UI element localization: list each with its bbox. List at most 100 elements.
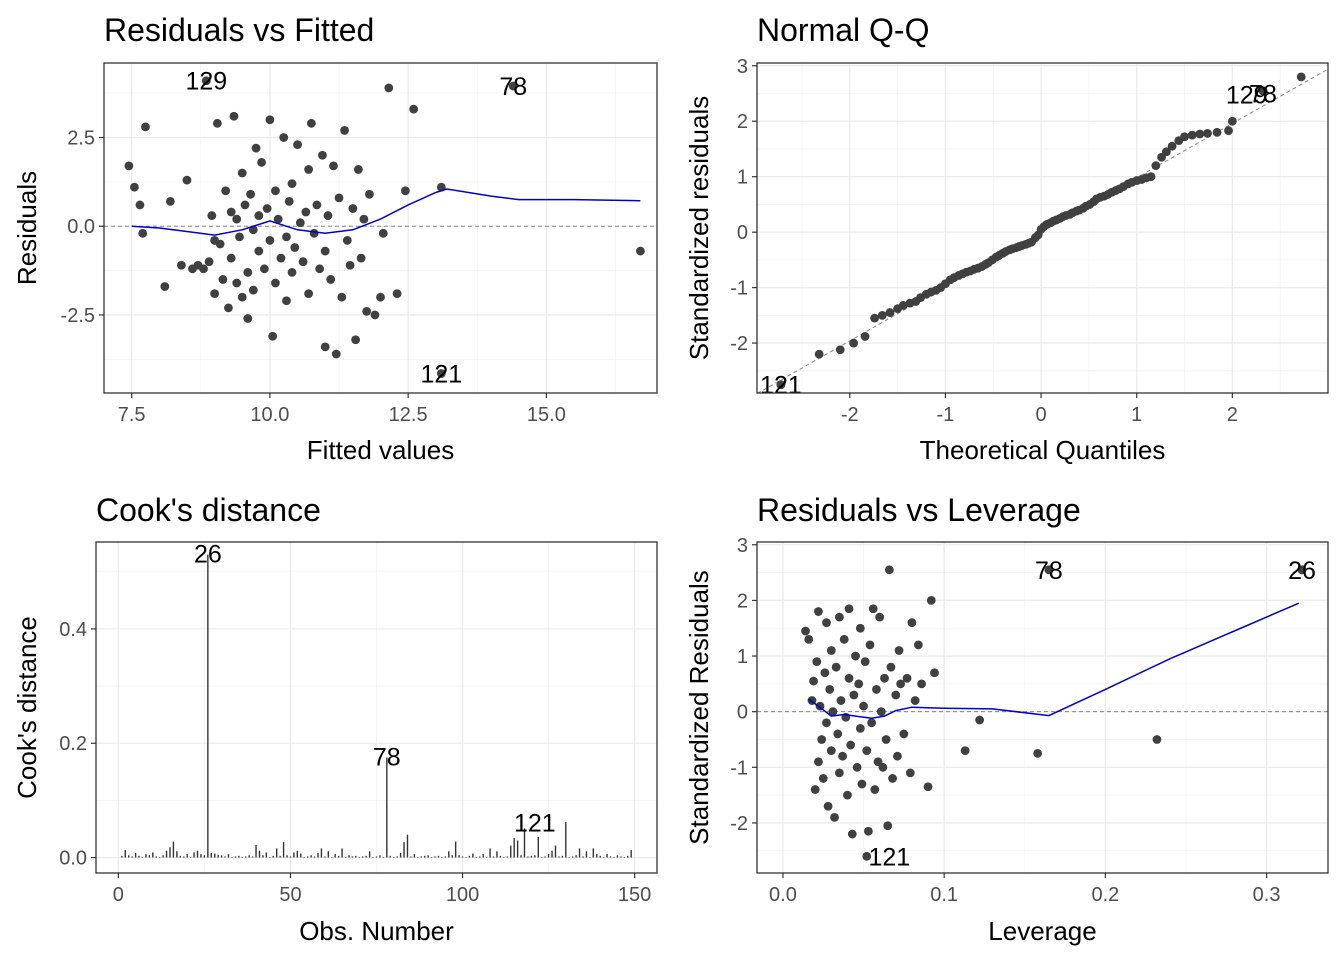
x-tick-label: -1	[937, 404, 955, 426]
data-point	[359, 214, 369, 224]
data-point	[844, 604, 854, 614]
point-label: 78	[1035, 557, 1063, 585]
data-point	[881, 735, 891, 744]
data-point	[809, 676, 818, 686]
smooth-trend-line	[808, 602, 1300, 720]
data-point	[165, 196, 175, 206]
data-point	[212, 118, 222, 128]
data-point	[199, 264, 208, 274]
data-point	[124, 161, 134, 171]
data-point	[271, 186, 280, 196]
data-point	[251, 143, 261, 153]
point-label: 121	[420, 360, 462, 388]
data-point	[899, 729, 909, 739]
data-point	[130, 182, 139, 192]
data-point	[309, 228, 319, 238]
chart-title: Normal Q-Q	[757, 12, 929, 48]
data-point	[210, 289, 220, 299]
data-point	[293, 140, 302, 150]
y-axis-title: Cook's distance	[12, 616, 42, 799]
data-point	[926, 596, 936, 605]
data-point	[878, 762, 888, 772]
outlier-point	[436, 369, 446, 378]
data-point	[257, 157, 267, 167]
data-point	[318, 150, 327, 160]
data-point	[1203, 129, 1212, 138]
data-point	[400, 186, 410, 196]
data-point	[337, 292, 347, 302]
data-point	[240, 200, 250, 210]
y-tick-label: 2	[737, 111, 748, 133]
x-tick-label: 150	[618, 884, 651, 906]
data-point	[835, 345, 845, 355]
data-point	[384, 83, 394, 93]
data-point	[923, 782, 933, 792]
data-point	[960, 746, 970, 756]
data-point	[880, 673, 889, 683]
data-point	[823, 801, 833, 811]
data-point	[348, 204, 358, 213]
data-point	[1212, 127, 1222, 137]
outlier-point	[1297, 565, 1307, 575]
y-tick-label: 0.2	[59, 733, 87, 755]
data-point	[237, 168, 247, 178]
data-point	[265, 236, 275, 245]
x-tick-label: 50	[279, 884, 301, 906]
y-tick-label: 3	[737, 535, 748, 557]
data-point	[1167, 141, 1177, 151]
data-point	[852, 762, 862, 772]
data-point	[814, 757, 823, 767]
data-point	[235, 232, 244, 242]
point-label: 26	[1288, 557, 1316, 585]
data-point	[320, 342, 330, 352]
chart-title: Residuals vs Leverage	[757, 492, 1081, 528]
data-point	[259, 264, 269, 274]
y-tick-label: 1	[737, 646, 748, 668]
data-point	[893, 751, 902, 761]
data-point	[331, 349, 341, 359]
y-tick-label: -2	[730, 813, 748, 835]
x-tick-label: 0.1	[930, 884, 958, 906]
data-point	[320, 246, 330, 256]
outlier-point	[508, 81, 518, 91]
data-point	[287, 179, 297, 189]
x-tick-label: 12.5	[389, 404, 428, 426]
data-point	[370, 310, 380, 320]
data-point	[818, 774, 828, 783]
data-point	[306, 118, 316, 128]
data-point	[862, 746, 872, 756]
data-point	[839, 634, 849, 644]
data-point	[282, 232, 291, 242]
smooth-trend-line	[131, 188, 641, 236]
data-point	[857, 779, 867, 789]
point-label: 78	[1249, 81, 1277, 109]
data-point	[896, 679, 906, 689]
data-point	[872, 685, 881, 694]
outlier-point	[201, 76, 211, 86]
data-point	[315, 264, 325, 274]
data-point	[822, 718, 831, 728]
x-tick-label: 0.3	[1253, 884, 1281, 906]
residuals-vs-fitted-panel: 129 78 121 7.5 10.0 12.5 15.0 -2.5 0.0 2.5 Residua…	[12, 12, 658, 465]
data-point	[312, 200, 322, 210]
y-tick-label: 2	[737, 590, 748, 612]
data-point	[409, 104, 419, 114]
plot-frame	[95, 541, 658, 874]
data-point	[279, 133, 289, 142]
data-point	[886, 662, 896, 672]
y-tick-label: 2.5	[67, 128, 95, 150]
data-point	[1151, 161, 1161, 171]
x-tick-label: 7.5	[118, 404, 146, 426]
x-tick-label: 10.0	[250, 404, 289, 426]
point-label: 121	[868, 843, 910, 871]
data-point	[902, 673, 912, 683]
data-point	[141, 122, 150, 132]
chart-title: Residuals vs Fitted	[104, 12, 374, 48]
data-point	[365, 189, 374, 199]
data-point	[885, 308, 895, 317]
data-point	[833, 729, 843, 739]
data-point	[854, 679, 864, 689]
data-point	[248, 285, 258, 295]
